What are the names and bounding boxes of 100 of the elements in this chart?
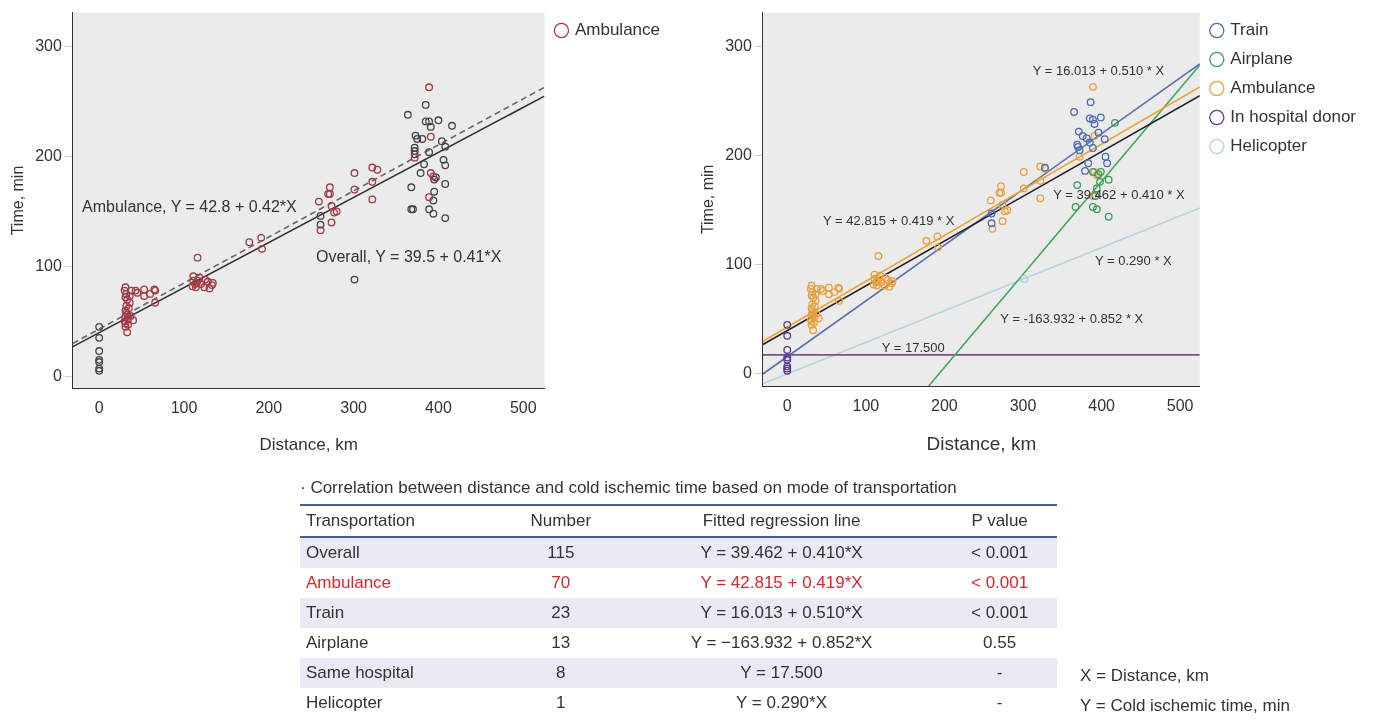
point <box>411 131 420 140</box>
point <box>1094 128 1103 137</box>
y-tick-label: 200 <box>725 146 752 164</box>
point <box>416 169 425 177</box>
point <box>1081 166 1090 175</box>
point <box>1086 98 1095 107</box>
point <box>420 160 428 169</box>
point <box>95 333 104 342</box>
x-tick-label: 200 <box>255 399 283 417</box>
x-tick-label: 400 <box>425 399 452 417</box>
text: < 0.001 <box>942 598 1057 628</box>
point <box>426 122 435 131</box>
point <box>1096 113 1105 122</box>
point <box>403 110 412 119</box>
text: 23 <box>500 598 621 628</box>
text: Y = −163.932 + 0.852*X <box>689 632 874 654</box>
point <box>783 320 792 329</box>
text: Airplane <box>305 632 370 654</box>
point <box>1084 159 1093 168</box>
point <box>987 209 996 218</box>
point <box>1073 181 1082 190</box>
text: Train <box>300 598 501 628</box>
text: 8 <box>500 658 621 688</box>
x-tick-label: 300 <box>1009 397 1037 415</box>
text: Y = 16.013 + 0.510*X <box>620 598 943 628</box>
point <box>1075 146 1084 155</box>
text: · Correlation between distance and cold ischemic time based on mode of transportation <box>300 478 958 499</box>
point <box>437 137 446 146</box>
text: Y = 0.290*X <box>735 692 828 714</box>
point <box>1092 205 1101 214</box>
point <box>448 121 456 130</box>
text: Same hospital <box>300 658 501 688</box>
point <box>783 331 792 340</box>
x-tick-label: 400 <box>1088 397 1116 415</box>
y-tick-label: 200 <box>35 146 62 164</box>
category-label: Transportation <box>300 505 501 537</box>
x-tick-label: 0 <box>782 397 792 415</box>
annotation: Overall, Y = 39.5 + 0.41*X <box>315 248 502 266</box>
point <box>1074 127 1083 136</box>
y-tick-label: 100 <box>725 255 752 273</box>
x-axis-title: Distance, km <box>259 435 358 455</box>
legend-label: Helicopter <box>1230 136 1308 156</box>
text: Overall <box>300 537 501 568</box>
y-tick-label: 0 <box>742 364 752 382</box>
text: Helicopter <box>305 692 384 714</box>
point <box>429 196 438 205</box>
annotation: Y = 42.815 + 0.419 * X <box>823 212 955 228</box>
point <box>1100 135 1109 144</box>
point <box>1088 115 1097 124</box>
legend-label: Airplane <box>1230 49 1293 69</box>
point <box>316 220 325 229</box>
point <box>1070 108 1079 116</box>
x-tick-label: 500 <box>509 399 537 417</box>
point <box>430 187 439 196</box>
y-tick-label: 0 <box>52 366 62 384</box>
x-tick-label: 100 <box>170 399 198 417</box>
category-label: Fitted regression line <box>620 505 943 537</box>
category-label: Number <box>500 505 621 537</box>
text: < 0.001 <box>942 537 1057 568</box>
point <box>425 117 434 126</box>
point <box>1096 177 1104 186</box>
point <box>1085 138 1094 147</box>
x-tick-label: 300 <box>340 399 368 417</box>
text: 115 <box>500 537 621 568</box>
point <box>439 155 448 164</box>
legend-label: Ambulance <box>574 20 661 40</box>
text: 0.55 <box>982 632 1018 654</box>
point <box>441 161 450 170</box>
point <box>1101 152 1110 161</box>
point <box>1020 275 1029 283</box>
x-tick-label: 500 <box>1166 397 1194 415</box>
legend-label: In hospital donor <box>1230 107 1357 127</box>
text: < 0.001 <box>970 572 1030 594</box>
point <box>441 142 450 151</box>
point <box>987 219 996 228</box>
point <box>1078 132 1087 140</box>
text: X = Distance, km <box>1080 665 1210 687</box>
point <box>441 180 450 188</box>
annotation: Y = -163.932 + 0.852 * X <box>1000 311 1144 327</box>
point <box>1071 202 1080 211</box>
point <box>1103 159 1112 168</box>
text: 1 <box>555 692 567 714</box>
text: 13 <box>550 632 572 654</box>
text: Y = 17.500 <box>620 658 943 688</box>
point <box>1104 212 1113 221</box>
legend-label: Train <box>1230 20 1269 40</box>
point <box>783 346 792 354</box>
point <box>418 135 427 143</box>
point <box>1090 120 1099 128</box>
point <box>407 183 416 192</box>
point <box>1104 175 1113 184</box>
annotation: Y = 0.290 * X <box>1095 252 1173 268</box>
text: Y = Cold ischemic time, min <box>1080 695 1290 717</box>
point <box>429 209 438 218</box>
point <box>1085 114 1094 123</box>
y-tick-label: 300 <box>725 36 752 54</box>
text: - <box>995 692 1004 714</box>
point <box>95 358 104 366</box>
x-tick-label: 0 <box>94 399 104 417</box>
category-label: P value <box>942 505 1057 537</box>
